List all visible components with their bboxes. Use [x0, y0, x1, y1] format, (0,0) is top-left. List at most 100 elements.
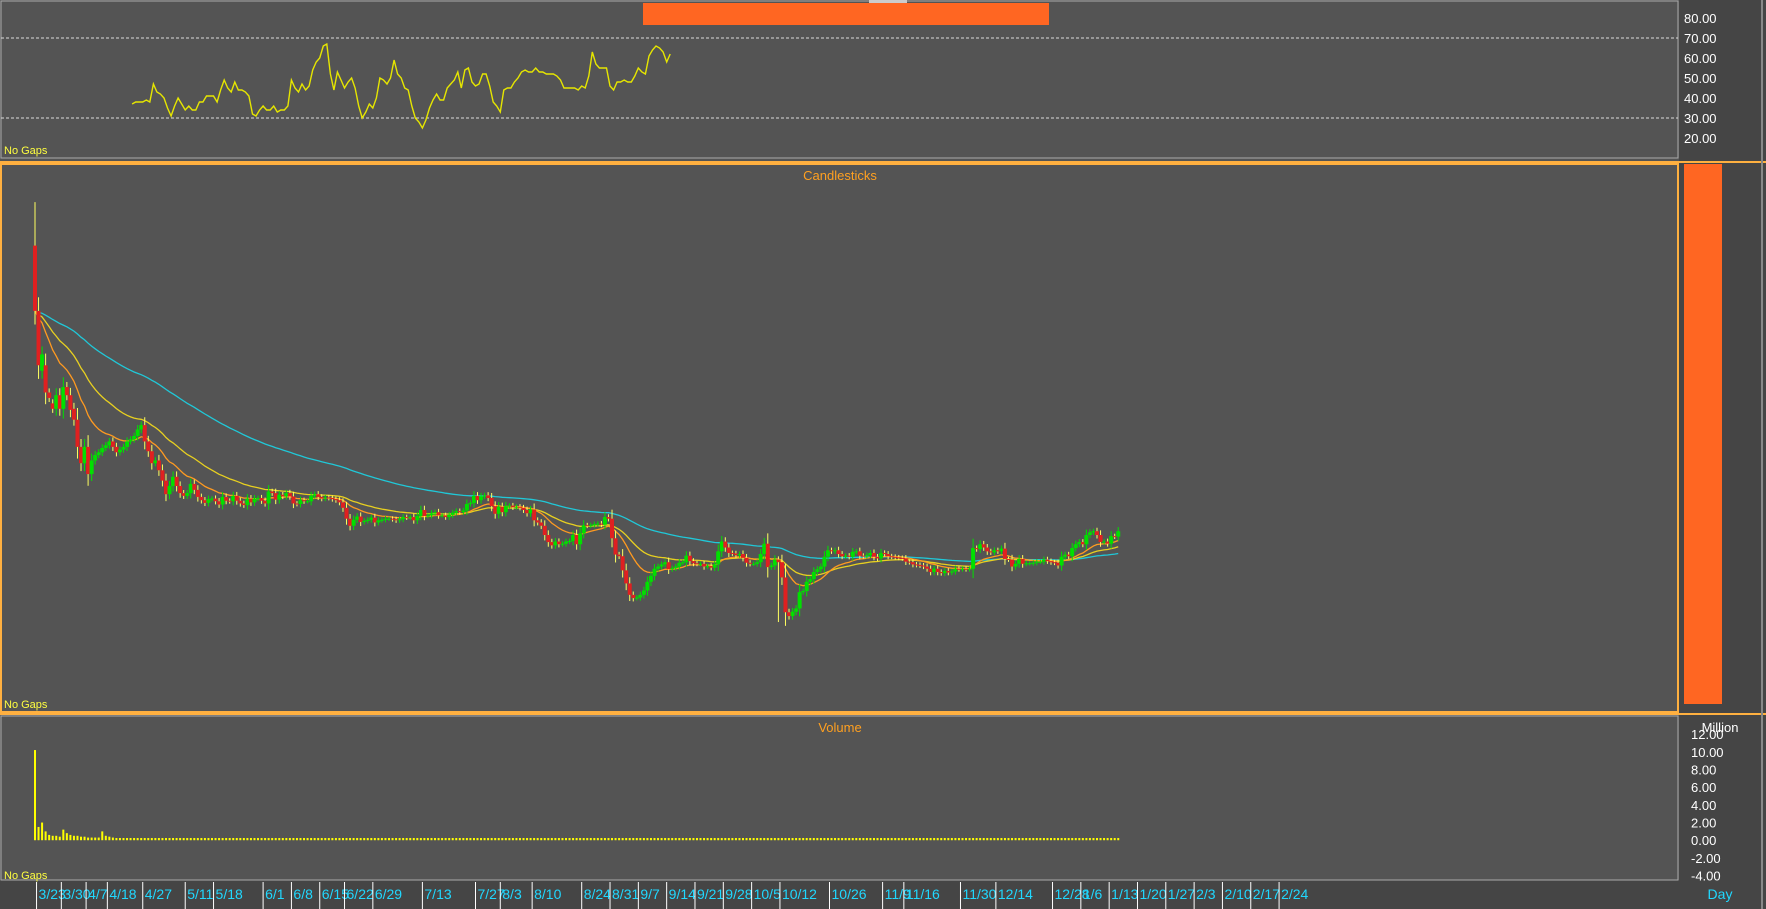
volume-bar [515, 838, 518, 841]
candle-body [613, 538, 618, 555]
volume-bar [196, 838, 199, 841]
rsi-y-tick-label: 30.00 [1684, 111, 1717, 126]
volume-bar [579, 838, 582, 841]
volume-bar [246, 838, 249, 841]
candle-body [33, 245, 37, 311]
candle-body [677, 562, 682, 567]
volume-bar [264, 838, 267, 841]
candle-body [224, 496, 229, 501]
volume-bar [402, 838, 405, 841]
volume-bar [812, 838, 815, 841]
candle-body [610, 518, 615, 539]
candle-body [50, 403, 55, 409]
volume-bar [423, 838, 426, 841]
volume-bar [1060, 838, 1063, 841]
volume-bar [288, 838, 291, 841]
candle-body [429, 513, 434, 516]
candle-body [397, 519, 402, 521]
volume-bar [780, 838, 783, 841]
volume-bar [703, 838, 706, 841]
candle-body [1116, 531, 1121, 537]
date-tick-label: 4/7 [88, 886, 108, 902]
volume-bar [306, 838, 309, 841]
volume-bar [214, 838, 217, 841]
volume-bar [933, 838, 936, 841]
candle-body [234, 495, 239, 501]
candle-body [896, 557, 901, 559]
volume-bar [511, 838, 514, 841]
candle-body [1109, 536, 1114, 544]
scroll-thumb[interactable] [869, 0, 907, 3]
candle-body [1024, 563, 1029, 565]
candle-body [178, 486, 183, 494]
candle-body [266, 491, 271, 504]
volume-y-tick-label: 6.00 [1691, 780, 1716, 795]
date-tick-label: 6/29 [375, 886, 402, 902]
scroll-bar-top[interactable] [643, 3, 1049, 25]
candle-body [836, 550, 841, 555]
date-tick-label: 1/20 [1139, 886, 1166, 902]
volume-bar [1003, 838, 1006, 841]
volume-bar [1064, 838, 1067, 841]
candle-body [666, 562, 671, 570]
volume-bar [603, 838, 606, 841]
volume-pane-border [0, 715, 1679, 881]
candle-body [128, 439, 133, 442]
date-tick-label: 3/30 [63, 886, 90, 902]
candle-body [517, 506, 522, 508]
volume-bar [554, 838, 557, 841]
rsi-y-tick-label: 60.00 [1684, 51, 1717, 66]
candle-body [787, 612, 792, 617]
candle-gap-label: No Gaps [4, 699, 48, 711]
candle-body [680, 562, 685, 564]
candle-body [624, 570, 629, 584]
volume-bar [872, 838, 875, 841]
period-label[interactable]: Day [1708, 886, 1733, 902]
candle-body [840, 554, 845, 557]
volume-bar [692, 838, 695, 841]
price-scale-bar[interactable] [1684, 164, 1722, 704]
volume-bar [911, 838, 914, 841]
candle-body [1084, 535, 1089, 545]
candle-body [1112, 536, 1117, 538]
volume-bar [182, 838, 185, 841]
volume-bar [1081, 838, 1084, 841]
volume-bar [791, 838, 794, 841]
candle-body [1006, 558, 1011, 560]
volume-bar [752, 838, 755, 841]
volume-bar [798, 838, 801, 841]
candle-body [482, 495, 487, 497]
candle-body [503, 506, 508, 513]
volume-bar [101, 831, 104, 841]
volume-bar [409, 838, 412, 841]
candle-body [358, 516, 363, 522]
volume-y-tick-label: 0.00 [1691, 833, 1716, 848]
volume-bar [936, 838, 939, 841]
volume-bar [982, 838, 985, 841]
volume-bar [338, 838, 341, 841]
candle-body [471, 495, 476, 503]
volume-bar [621, 838, 624, 841]
candle-body [160, 470, 165, 481]
candle-body [857, 551, 862, 556]
candle-body [1031, 562, 1036, 564]
candle-body [132, 436, 137, 440]
candle-body [188, 483, 193, 494]
volume-bar [922, 838, 925, 841]
volume-bar [189, 838, 192, 841]
volume-bar [465, 838, 468, 841]
volume-bar [242, 838, 245, 841]
volume-bar [996, 838, 999, 841]
candle-body [1087, 532, 1092, 536]
volume-bar [533, 838, 536, 841]
volume-bar [965, 838, 968, 841]
candle-body [741, 554, 745, 558]
volume-bar [65, 833, 68, 841]
volume-bar [926, 838, 929, 841]
candle-body [1013, 563, 1018, 567]
candle-body [779, 562, 784, 578]
volume-bar [940, 838, 943, 841]
volume-y-tick-label: 8.00 [1691, 763, 1716, 778]
volume-bar [1110, 838, 1113, 841]
volume-bar [773, 838, 776, 841]
